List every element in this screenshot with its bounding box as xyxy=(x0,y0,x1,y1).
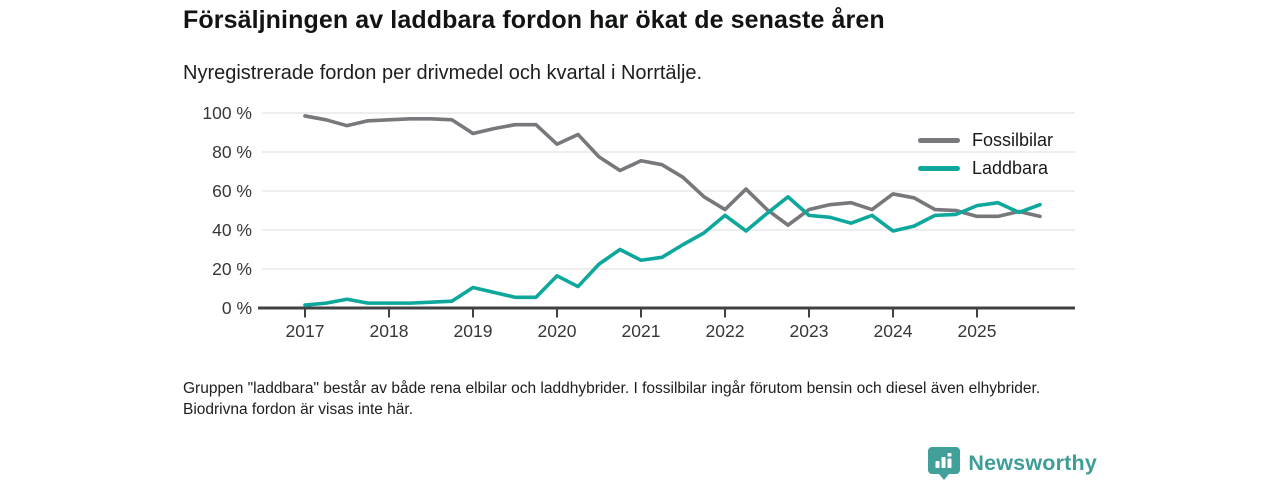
page-subtitle: Nyregistrerade fordon per drivmedel och … xyxy=(183,62,703,84)
x-tick-label: 2018 xyxy=(370,321,409,341)
x-tick-label: 2022 xyxy=(706,321,745,341)
y-tick-label: 80 % xyxy=(212,142,252,162)
x-tick-label: 2020 xyxy=(538,321,577,341)
x-tick-label: 2023 xyxy=(790,321,829,341)
y-tick-label: 0 % xyxy=(222,298,252,318)
x-tick-label: 2017 xyxy=(286,321,325,341)
y-tick-label: 60 % xyxy=(212,181,252,201)
x-tick-label: 2024 xyxy=(874,321,913,341)
legend-swatch-laddbara xyxy=(918,166,960,171)
brand-name: Newsworthy xyxy=(968,450,1097,475)
legend-label-fossilbilar: Fossilbilar xyxy=(972,130,1054,150)
y-tick-label: 20 % xyxy=(212,259,252,279)
legend-label-laddbara: Laddbara xyxy=(972,158,1049,178)
bar-chart-badge-icon xyxy=(928,447,961,480)
series-line-laddbara xyxy=(303,195,1042,307)
branding: Newsworthy xyxy=(928,446,1097,480)
y-tick-label: 100 % xyxy=(202,103,252,123)
legend-swatch-fossilbilar xyxy=(918,138,960,143)
legend-item-laddbara: Laddbara xyxy=(918,158,1053,179)
x-tick-label: 2021 xyxy=(622,321,661,341)
page-title: Försäljningen av laddbara fordon har öka… xyxy=(183,6,885,34)
series-line-fossilbilar xyxy=(303,114,1042,227)
chart-legend: Fossilbilar Laddbara xyxy=(918,130,1053,179)
x-tick-label: 2025 xyxy=(958,321,997,341)
y-tick-label: 40 % xyxy=(212,220,252,240)
x-tick-label: 2019 xyxy=(454,321,493,341)
legend-item-fossilbilar: Fossilbilar xyxy=(918,130,1053,151)
chart-footnote: Gruppen "laddbara" består av både rena e… xyxy=(183,380,1041,418)
